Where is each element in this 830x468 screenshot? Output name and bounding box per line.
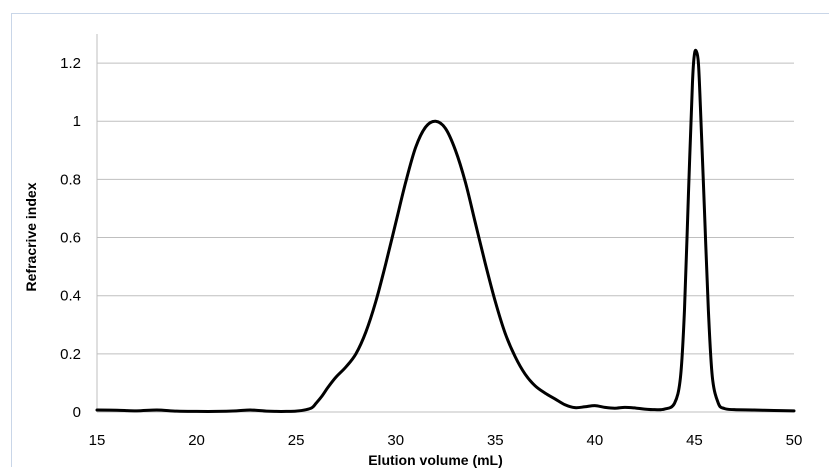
elution-chart: 0 0.2 0.4 0.6 0.8 1 1.2 15 20 25 30 35 40 45 50 Eluti… — [23, 34, 803, 468]
series-line — [95, 48, 796, 413]
gridlines — [97, 62, 794, 355]
y-tick-label: 0.4 — [60, 288, 81, 305]
x-axis-title: Elution volume (mL) — [368, 452, 503, 468]
x-tick-label: 30 — [387, 432, 404, 449]
x-tick-label: 15 — [89, 432, 106, 449]
y-tick-label: 0 — [73, 404, 81, 421]
x-tick-label: 40 — [587, 432, 604, 449]
y-tick-label: 1 — [73, 113, 81, 130]
x-tick-label: 25 — [288, 432, 305, 449]
y-tick-label: 1.2 — [60, 55, 81, 72]
y-axis-title: Refracrive index — [23, 182, 39, 291]
x-tick-label: 20 — [188, 432, 205, 449]
x-tick-labels: 15 20 25 30 35 40 45 50 — [89, 432, 803, 449]
x-tick-label: 35 — [487, 432, 504, 449]
y-tick-label: 0.2 — [60, 346, 81, 363]
y-tick-label: 0.6 — [60, 230, 81, 247]
y-tick-labels: 0 0.2 0.4 0.6 0.8 1 1.2 — [60, 55, 81, 421]
y-tick-label: 0.8 — [60, 171, 81, 188]
x-tick-label: 50 — [786, 432, 803, 449]
x-tick-label: 45 — [686, 432, 703, 449]
chart-frame: 0 0.2 0.4 0.6 0.8 1 1.2 15 20 25 30 35 40 45 50 Eluti… — [11, 13, 829, 468]
